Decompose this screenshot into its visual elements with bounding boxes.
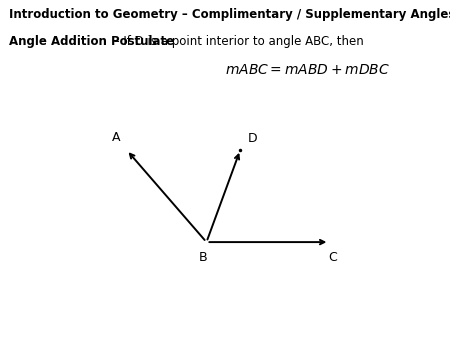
Text: A: A [112, 131, 121, 144]
Text: – If D is a point interior to angle ABC, then: – If D is a point interior to angle ABC,… [110, 35, 364, 48]
Text: $m\mathit{ABC} = m\mathit{ABD} + m\mathit{DBC}$: $m\mathit{ABC} = m\mathit{ABD} + m\mathi… [225, 63, 390, 76]
Text: Introduction to Geometry – Complimentary / Supplementary Angles: Introduction to Geometry – Complimentary… [9, 8, 450, 21]
Text: Angle Addition Postulate: Angle Addition Postulate [9, 35, 174, 48]
Text: C: C [328, 251, 337, 264]
Text: B: B [199, 251, 208, 264]
Text: D: D [248, 132, 257, 145]
